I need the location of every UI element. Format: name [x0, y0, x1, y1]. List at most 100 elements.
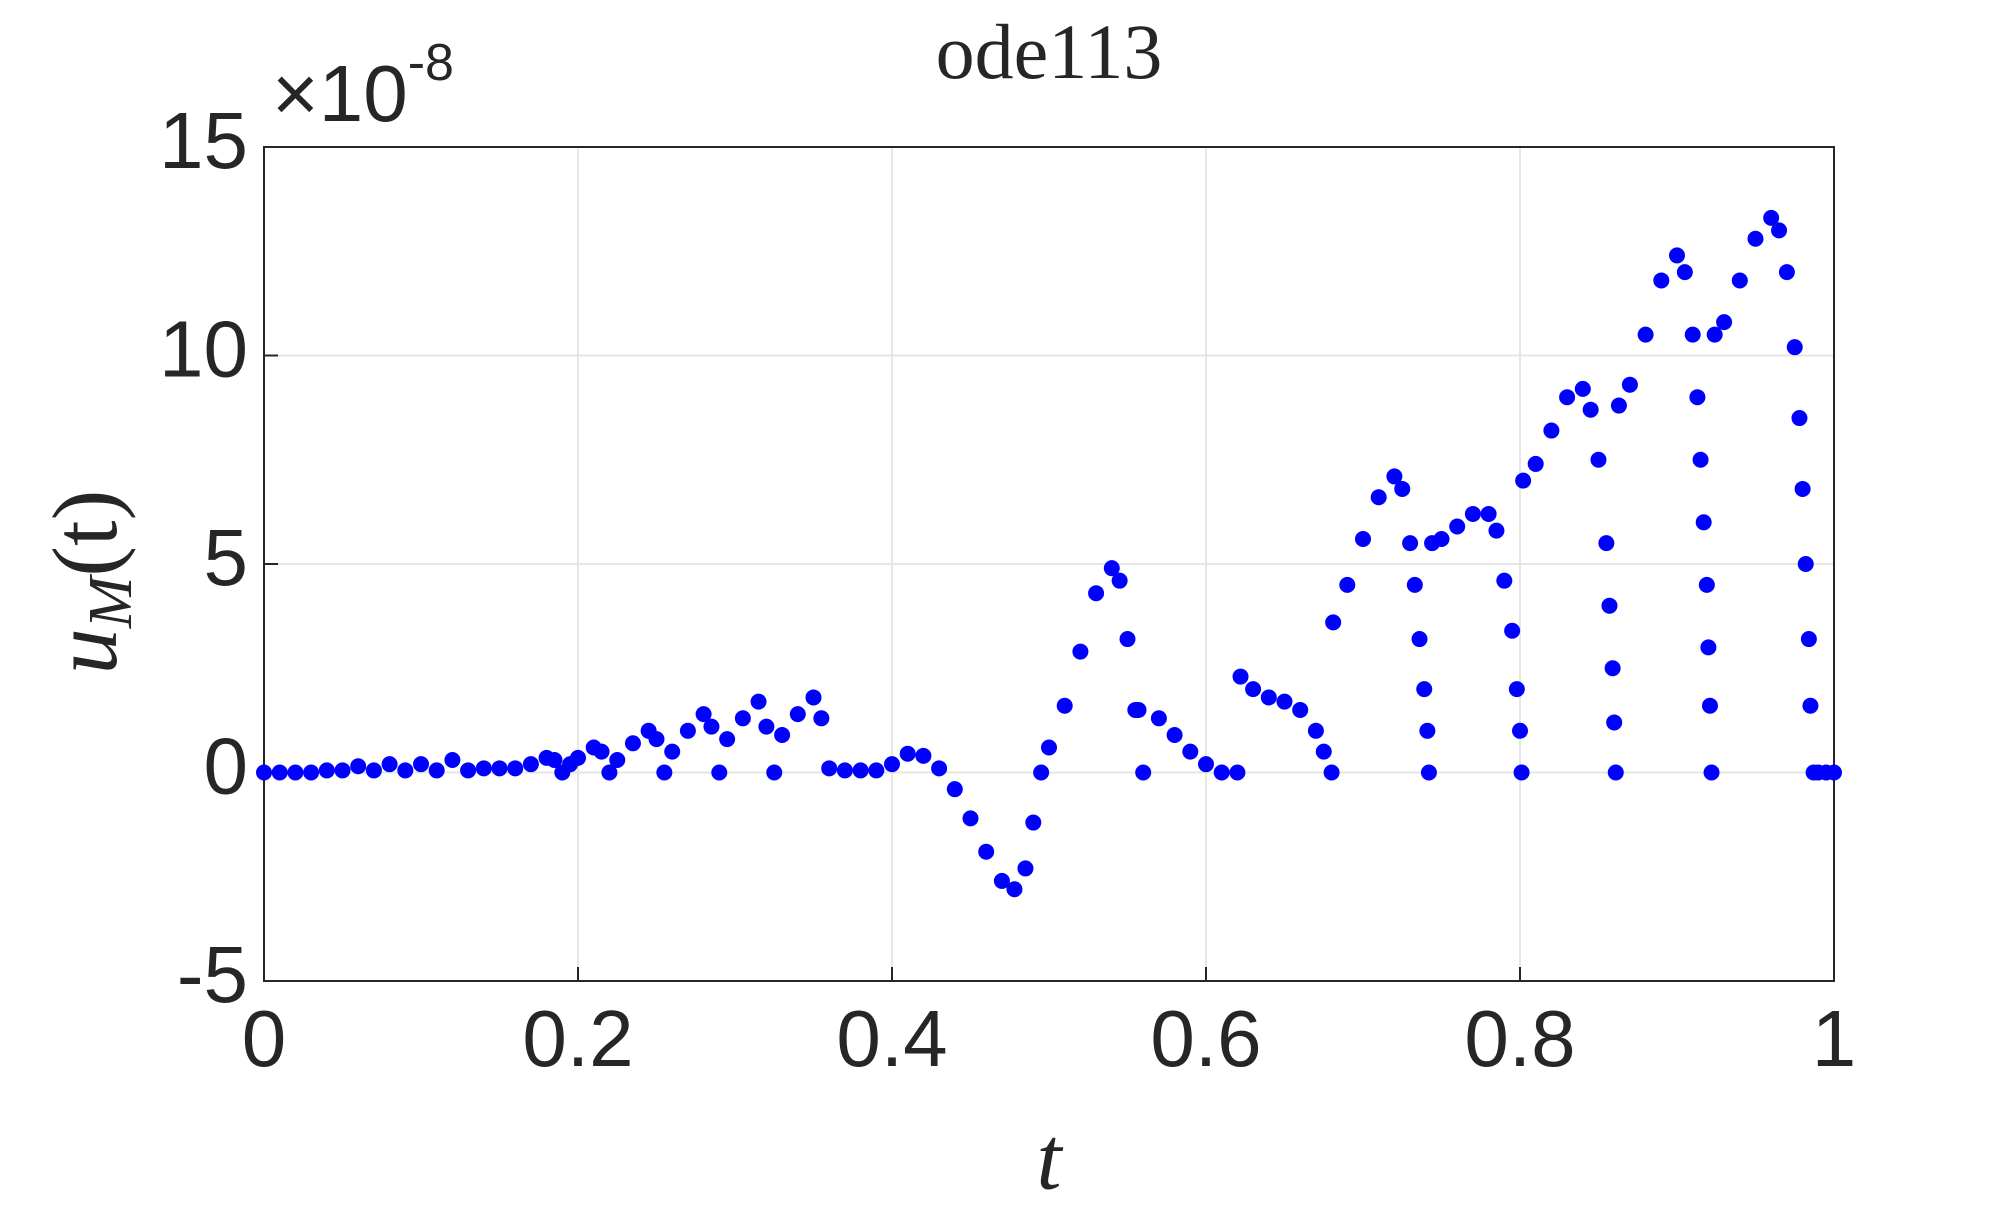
point [1006, 881, 1023, 898]
point [1411, 631, 1428, 648]
point [805, 689, 822, 706]
point [334, 762, 351, 779]
point [1150, 710, 1167, 727]
y-multiplier: ×10-8 [272, 34, 454, 138]
point [318, 762, 335, 779]
point [1419, 722, 1436, 739]
point [570, 749, 586, 766]
point [287, 764, 304, 781]
point [365, 762, 382, 779]
point [734, 710, 751, 727]
point [1513, 764, 1530, 781]
point [1703, 764, 1720, 781]
point [1700, 639, 1717, 656]
point [1402, 535, 1419, 552]
point [507, 760, 524, 777]
point [656, 764, 673, 781]
point [1041, 739, 1057, 756]
point [1416, 681, 1433, 698]
point [766, 764, 783, 781]
multiplier-exponent: -8 [408, 34, 454, 92]
point [413, 756, 429, 773]
point [1508, 681, 1525, 698]
point [1731, 272, 1748, 289]
point [1598, 535, 1615, 552]
point [1213, 764, 1230, 781]
point [1033, 764, 1050, 781]
point [1669, 247, 1685, 264]
point [1103, 560, 1120, 577]
point [1794, 480, 1811, 497]
point [789, 706, 806, 723]
chart-title: ode113 [936, 8, 1163, 95]
point [1786, 339, 1803, 356]
point [1653, 272, 1670, 289]
point [546, 751, 563, 768]
point [1689, 389, 1706, 406]
point [1394, 480, 1411, 497]
point [884, 756, 900, 773]
point [1826, 764, 1842, 781]
point [1370, 489, 1387, 506]
point [931, 760, 948, 777]
point [303, 764, 320, 781]
point [1433, 530, 1450, 547]
point [1504, 622, 1521, 639]
point [1574, 380, 1591, 397]
point [1590, 451, 1607, 468]
point [1543, 422, 1560, 439]
point [1355, 530, 1371, 547]
y-tick-label: -5 [177, 930, 248, 1019]
y-axis-label: uM(t) [34, 490, 145, 675]
point [993, 872, 1010, 889]
point [1559, 389, 1576, 406]
point [1676, 264, 1693, 281]
point [1056, 697, 1073, 714]
point [946, 781, 963, 798]
y-tick-label: 0 [204, 722, 249, 811]
axes-box [263, 146, 1835, 982]
point [1017, 860, 1034, 877]
point [1119, 631, 1136, 648]
point [1245, 681, 1262, 698]
point [1771, 222, 1788, 239]
point [491, 760, 508, 777]
point [962, 810, 979, 827]
point [1323, 764, 1340, 781]
point [1488, 522, 1505, 539]
point [1802, 697, 1819, 714]
point [1276, 693, 1293, 710]
x-axis-label: t [1036, 1110, 1063, 1209]
point [1386, 468, 1403, 485]
point [1480, 505, 1497, 522]
point [460, 762, 477, 779]
point [1229, 764, 1246, 781]
point [1800, 631, 1817, 648]
point [1706, 326, 1723, 343]
point [1601, 597, 1618, 614]
point [758, 718, 775, 735]
point [915, 747, 932, 764]
point [695, 706, 712, 723]
point [1420, 764, 1437, 781]
point [821, 760, 838, 777]
point [397, 762, 414, 779]
point [1232, 668, 1249, 685]
point [1496, 572, 1513, 589]
point [1464, 505, 1481, 522]
x-tick-label: 0.6 [1150, 994, 1261, 1083]
point [1797, 556, 1814, 572]
point [1111, 572, 1128, 589]
point [1716, 314, 1733, 331]
point [522, 756, 539, 773]
point [836, 762, 853, 779]
point [1292, 701, 1309, 718]
point [679, 722, 696, 739]
point [381, 756, 398, 773]
y-tick-label: 15 [159, 96, 248, 185]
point [601, 764, 618, 781]
y-label-suffix: (t) [34, 490, 136, 577]
point [852, 762, 869, 779]
point [1527, 455, 1544, 472]
